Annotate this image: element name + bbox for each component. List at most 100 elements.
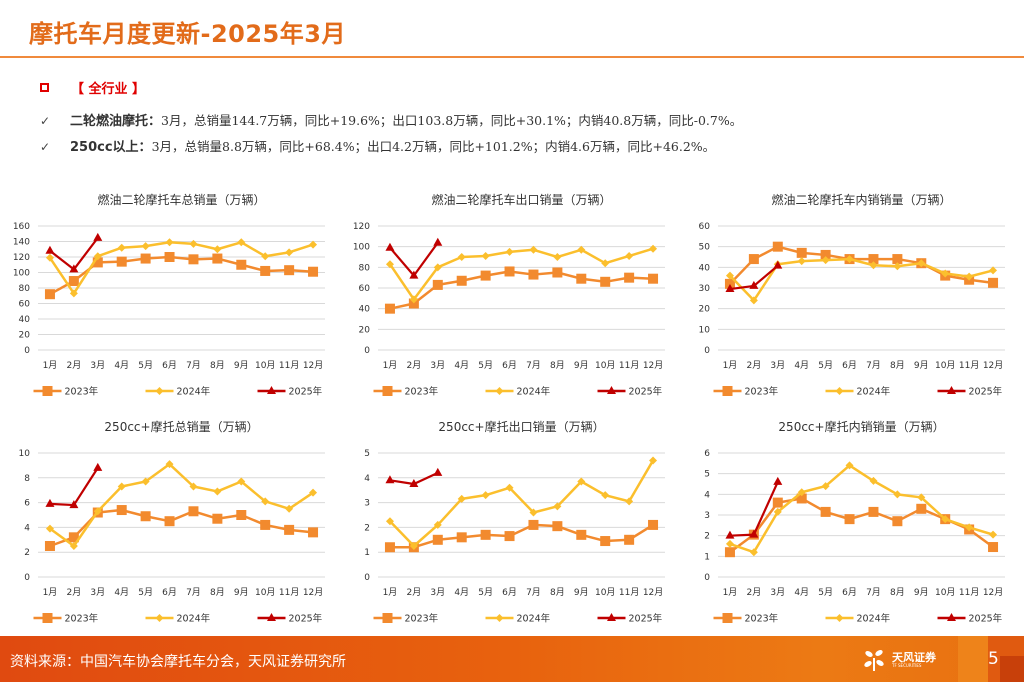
data-point xyxy=(773,507,782,516)
data-point xyxy=(457,253,466,261)
x-tick-label: 1月 xyxy=(43,587,58,598)
legend-label: 2025年 xyxy=(289,613,323,625)
data-point xyxy=(433,520,442,529)
data-point xyxy=(285,504,294,513)
x-tick-label: 6月 xyxy=(842,360,857,371)
data-point xyxy=(309,240,318,249)
section-label: 【 全行业 】 xyxy=(71,82,146,97)
data-point xyxy=(165,238,174,247)
data-point xyxy=(213,487,222,496)
series-2025年 xyxy=(45,462,103,509)
chart-title: 燃油二轮摩托车出口销量（万辆） xyxy=(431,192,611,207)
data-point xyxy=(577,477,586,486)
legend-label: 2023年 xyxy=(65,613,99,625)
legend-item: 2023年 xyxy=(713,386,779,398)
x-tick-label: 7月 xyxy=(866,360,881,371)
data-point xyxy=(965,272,974,281)
data-point xyxy=(845,461,854,470)
y-tick-label: 160 xyxy=(13,222,30,232)
chart-svg: 250cc+摩托内销销量（万辆） 0 1 2 3 4 5 6 1月 2月 3月 4月 5月 6月 7月 8月 9… xyxy=(704,419,1005,625)
legend-marker xyxy=(722,386,733,396)
series-2025年 xyxy=(45,232,103,273)
y-tick-label: 1 xyxy=(364,548,370,558)
legend-item: 2023年 xyxy=(373,613,439,625)
data-point xyxy=(725,284,735,293)
data-point xyxy=(308,266,319,277)
data-point xyxy=(212,513,223,524)
data-point xyxy=(505,483,514,492)
data-point xyxy=(236,259,247,270)
data-point xyxy=(385,475,395,484)
x-tick-label: 1月 xyxy=(43,360,58,371)
data-point xyxy=(772,497,783,508)
series-2025年 xyxy=(385,467,443,487)
x-tick-label: 4月 xyxy=(794,587,809,598)
chart-svg: 250cc+摩托总销量（万辆） 0 2 4 6 8 10 1月 2月 3月 4月 5月 6月 7月 8月 9月… xyxy=(19,419,325,625)
y-tick-label: 60 xyxy=(699,222,711,232)
chart-svg: 燃油二轮摩托车内销销量（万辆） 0 10 20 30 40 50 60 1月 2月 3月 4月 5月 6月… xyxy=(699,192,1005,398)
data-point xyxy=(892,516,903,527)
x-tick-label: 7月 xyxy=(866,587,881,598)
x-tick-label: 12月 xyxy=(643,360,663,371)
data-point xyxy=(433,263,442,272)
x-tick-label: 10月 xyxy=(255,587,275,598)
data-point xyxy=(600,536,611,547)
series-line xyxy=(389,523,654,549)
x-tick-label: 11月 xyxy=(959,360,979,371)
y-tick-label: 20 xyxy=(359,325,371,335)
data-point xyxy=(260,519,271,530)
legend-item: 2025年 xyxy=(597,386,663,398)
x-tick-label: 10月 xyxy=(595,360,615,371)
x-tick-label: 11月 xyxy=(279,587,299,598)
x-tick-label: 2月 xyxy=(407,360,422,371)
series-line xyxy=(389,459,655,548)
square-bullet-icon xyxy=(40,83,49,92)
data-point xyxy=(916,503,927,514)
data-point xyxy=(480,270,491,281)
series-2025年 xyxy=(725,476,783,539)
data-point xyxy=(385,260,394,269)
series-2024年 xyxy=(45,460,318,550)
y-tick-label: 40 xyxy=(359,305,371,315)
legend-item: 2024年 xyxy=(145,613,211,625)
data-point xyxy=(773,476,783,485)
data-point xyxy=(892,254,903,265)
y-tick-label: 0 xyxy=(704,573,710,583)
x-tick-label: 2月 xyxy=(407,587,422,598)
data-point xyxy=(941,269,950,278)
data-point xyxy=(481,491,490,500)
data-point xyxy=(988,277,999,288)
data-point xyxy=(868,506,879,517)
data-point xyxy=(601,259,610,268)
chart-fuel-total: 燃油二轮摩托车总销量（万辆） 0 20 40 60 80 100 120 140 160 1月 2月 3… xyxy=(0,185,340,400)
title-divider xyxy=(0,56,1024,58)
y-tick-label: 120 xyxy=(353,222,370,232)
legend-item: 2023年 xyxy=(33,613,99,625)
data-point xyxy=(236,510,247,520)
x-tick-label: 5月 xyxy=(138,360,153,371)
x-tick-label: 3月 xyxy=(770,360,785,371)
logo-subtext: TF SECURITIES xyxy=(892,663,922,668)
chart-250cc-export: 250cc+摩托出口销量（万辆） 0 1 2 3 4 5 1月 2月 3月 4月 5月 6月 7月 8月 9月… xyxy=(340,412,680,627)
data-point xyxy=(553,502,562,511)
x-tick-label: 8月 xyxy=(210,360,225,371)
data-point xyxy=(941,515,950,524)
legend-label: 2024年 xyxy=(517,386,551,398)
y-tick-label: 6 xyxy=(704,449,710,459)
chart-title: 250cc+摩托出口销量（万辆） xyxy=(438,419,604,434)
chart-fuel-domestic: 燃油二轮摩托车内销销量（万辆） 0 10 20 30 40 50 60 1月 2月 3月 4月 5月 6月… xyxy=(680,185,1020,400)
data-point xyxy=(68,276,79,287)
x-tick-label: 8月 xyxy=(550,587,565,598)
x-tick-label: 8月 xyxy=(550,360,565,371)
bullet-250cc: ✓ 250cc以上： 3月，总销量8.8万辆，同比+68.4%；出口4.2万辆，… xyxy=(40,136,715,155)
data-point xyxy=(797,488,806,497)
company-logo: 天风证券 TF SECURITIES xyxy=(862,647,942,673)
y-tick-label: 5 xyxy=(364,449,370,459)
data-point xyxy=(68,532,79,543)
data-point xyxy=(45,524,54,533)
data-point xyxy=(989,266,998,275)
data-point xyxy=(212,253,223,264)
x-tick-label: 10月 xyxy=(595,587,615,598)
data-point xyxy=(433,237,443,246)
legend-marker xyxy=(835,387,844,395)
